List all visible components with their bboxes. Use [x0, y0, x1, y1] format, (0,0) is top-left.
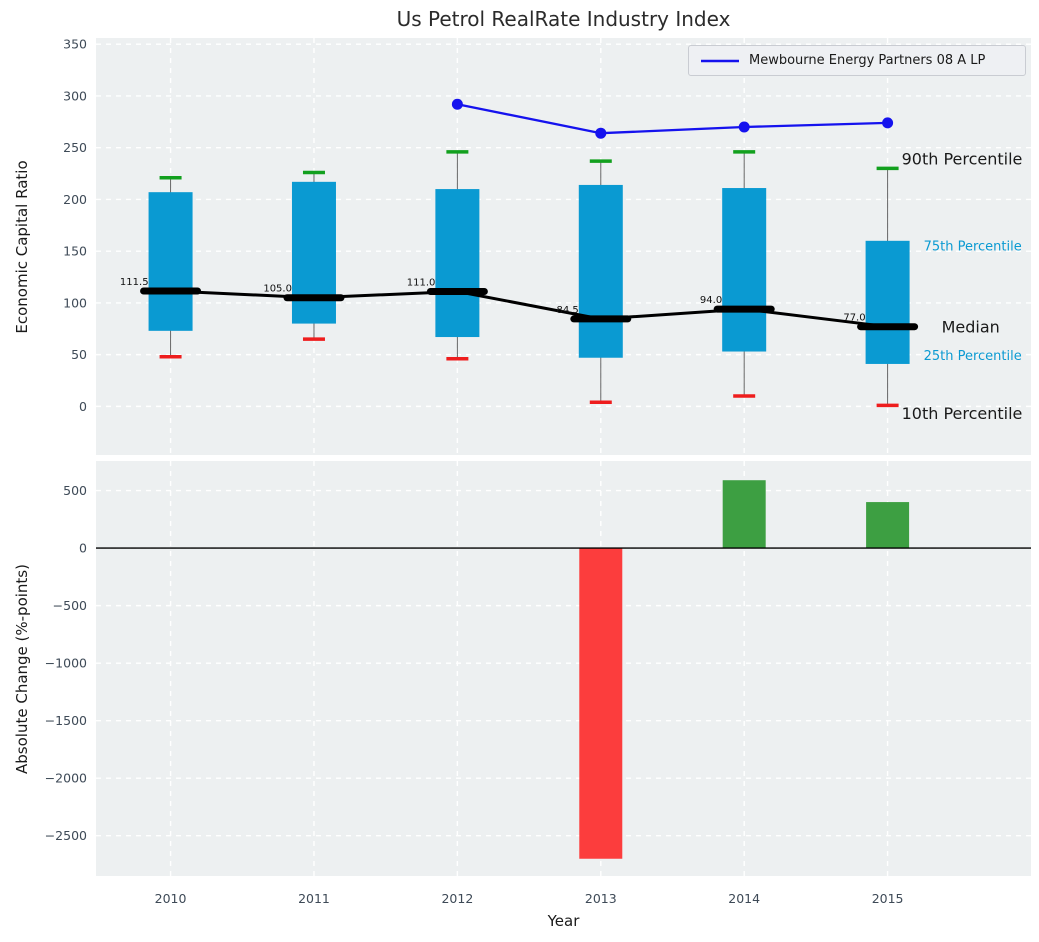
change-bar-2015 [866, 502, 909, 548]
annotation-75th-percentile: 75th Percentile [924, 240, 1022, 255]
legend-label: Mewbourne Energy Partners 08 A LP [749, 53, 985, 68]
top-y-tick-label: 250 [63, 140, 87, 155]
median-value-label: 111.5 [120, 277, 149, 288]
median-value-label: 77.0 [843, 313, 865, 324]
chart-canvas: 111.5 105.0 111.0 84.5 94.0 77.0 90th Percenti… [0, 0, 1039, 942]
iqr-box [149, 192, 193, 331]
iqr-box [866, 241, 910, 364]
company-point [452, 99, 463, 110]
top-y-tick-label: 0 [79, 399, 87, 414]
chart-title: Us Petrol RealRate Industry Index [96, 7, 1031, 31]
median-value-label: 111.0 [407, 278, 436, 289]
company-point [739, 121, 750, 132]
x-tick-label: 2010 [155, 891, 187, 906]
bottom-y-tick-label: −2000 [45, 771, 87, 786]
legend: Mewbourne Energy Partners 08 A LP [688, 45, 1026, 76]
x-axis-label: Year [96, 912, 1031, 930]
bottom-y-tick-label: −500 [53, 598, 87, 613]
x-tick-label: 2015 [872, 891, 904, 906]
company-point [595, 128, 606, 139]
top-y-tick-label: 300 [63, 88, 87, 103]
top-y-tick-label: 200 [63, 192, 87, 207]
top-y-tick-label: 100 [63, 295, 87, 310]
median-value-label: 105.0 [263, 284, 292, 295]
x-tick-label: 2011 [298, 891, 330, 906]
bottom-y-tick-label: 500 [63, 483, 87, 498]
annotation-median: Median [942, 317, 1000, 336]
top-y-tick-label: 150 [63, 244, 87, 259]
company-point [882, 117, 893, 128]
figure: 111.5 105.0 111.0 84.5 94.0 77.0 90th Percenti… [0, 0, 1039, 942]
bottom-y-tick-label: −1000 [45, 656, 87, 671]
top-y-tick-label: 350 [63, 37, 87, 52]
median-value-label: 94.0 [700, 295, 722, 306]
x-tick-label: 2014 [728, 891, 760, 906]
annotation-10th-percentile: 10th Percentile [902, 404, 1023, 423]
top-y-tick-label: 50 [71, 347, 87, 362]
x-tick-label: 2012 [441, 891, 473, 906]
iqr-box [579, 185, 623, 358]
change-bar-2013 [579, 548, 622, 859]
iqr-box [435, 189, 479, 337]
median-value-label: 84.5 [557, 305, 579, 316]
legend-line-icon [699, 54, 741, 68]
annotation-25th-percentile: 25th Percentile [924, 349, 1022, 364]
bottom-y-axis-label: Absolute Change (%-points) [13, 564, 31, 774]
box-whisker-2010 [149, 178, 193, 357]
box-whisker-2011 [292, 173, 336, 340]
annotation-90th-percentile: 90th Percentile [902, 150, 1023, 169]
change-bar-2014 [723, 480, 766, 548]
bottom-y-tick-label: −1500 [45, 713, 87, 728]
bottom-y-tick-label: −2500 [45, 828, 87, 843]
iqr-box [722, 188, 766, 351]
x-tick-label: 2013 [585, 891, 617, 906]
bottom-y-tick-label: 0 [79, 541, 87, 556]
iqr-box [292, 182, 336, 324]
top-y-axis-label: Economic Capital Ratio [13, 160, 31, 333]
